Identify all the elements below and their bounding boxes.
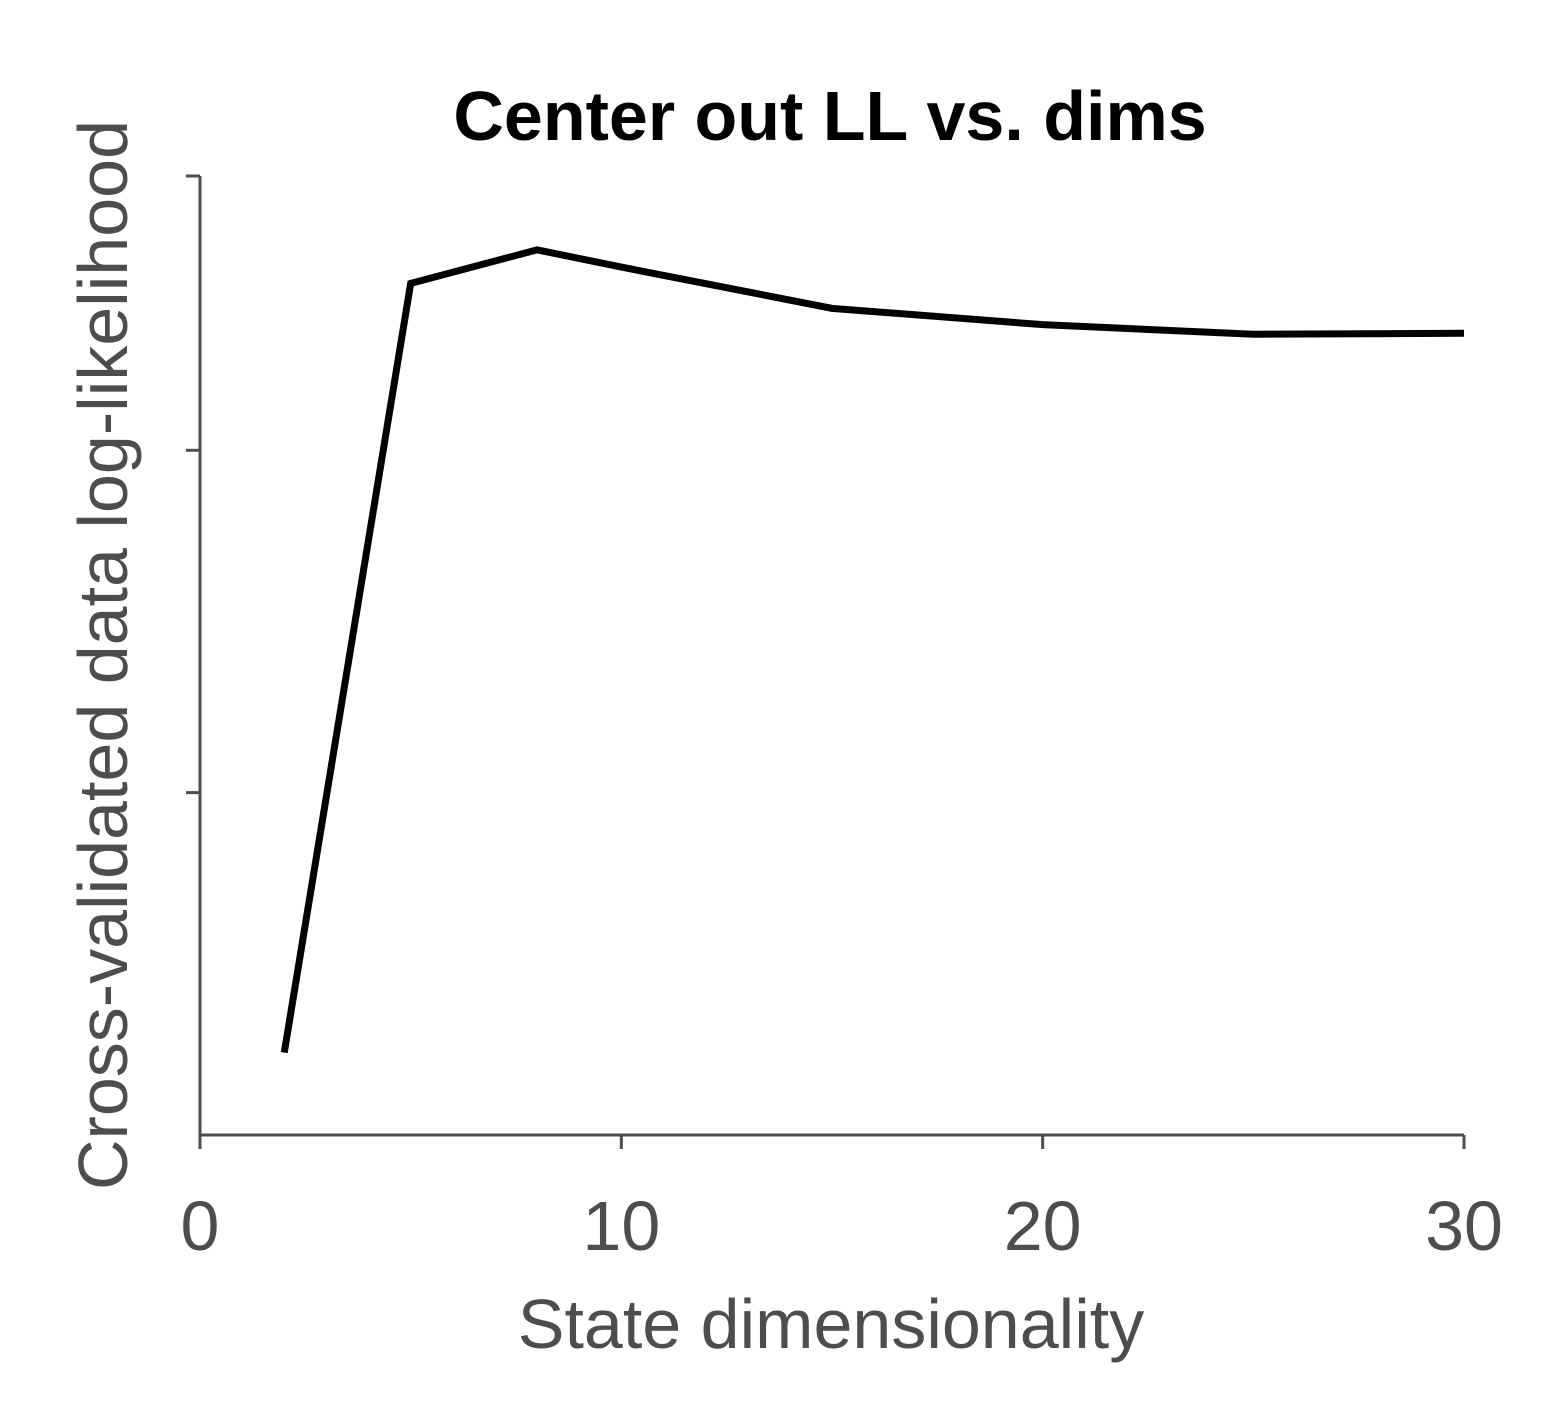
- series-group: [280, 246, 1465, 1054]
- axes: 0 10 20 30: [181, 174, 1503, 1265]
- x-tick-label: 0: [181, 1187, 220, 1265]
- x-ticks: 0 10 20 30: [181, 1135, 1503, 1265]
- x-axis-label: State dimensionality: [518, 1285, 1144, 1363]
- x-tick-label: 30: [1425, 1187, 1503, 1265]
- x-tick-label: 10: [582, 1187, 660, 1265]
- x-tick-label: 20: [1004, 1187, 1082, 1265]
- series-line: [280, 246, 1465, 1054]
- y-ticks: [186, 174, 200, 795]
- chart-title: Center out LL vs. dims: [453, 77, 1206, 155]
- y-axis-label: Cross-validated data log-likelihood: [64, 120, 142, 1190]
